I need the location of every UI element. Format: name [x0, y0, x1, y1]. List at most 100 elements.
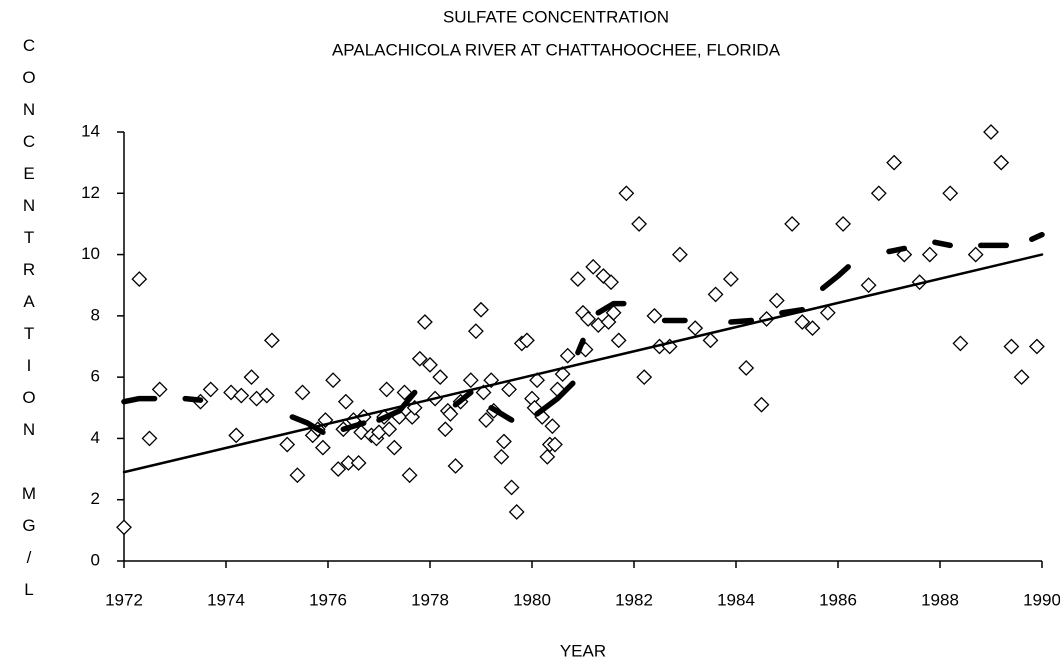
- data-point: [896, 246, 913, 263]
- data-point: [116, 519, 132, 536]
- data-point: [707, 286, 724, 303]
- x-tick-label: 1990: [1023, 590, 1060, 609]
- data-point: [768, 292, 785, 309]
- data-point: [942, 185, 959, 202]
- y-tick-label: 12: [81, 183, 100, 202]
- data-point: [539, 448, 556, 465]
- data-point: [462, 372, 479, 389]
- data-point: [921, 246, 938, 263]
- data-point: [554, 366, 571, 382]
- data-point: [529, 372, 546, 389]
- data-point: [233, 387, 250, 404]
- chart-title: SULFATE CONCENTRATION: [443, 7, 669, 26]
- data-point: [432, 369, 449, 386]
- x-tick-label: 1980: [513, 590, 551, 609]
- data-point: [496, 433, 512, 450]
- data-point: [580, 311, 597, 327]
- data-point: [636, 369, 653, 386]
- data-point: [605, 304, 622, 321]
- y-tick-label: 0: [91, 550, 100, 569]
- y-tick-label: 10: [81, 244, 100, 263]
- data-point: [952, 335, 969, 352]
- data-point: [337, 393, 354, 410]
- y-tick-label: 8: [91, 305, 100, 324]
- data-point: [314, 439, 331, 456]
- data-point: [870, 185, 887, 202]
- data-point: [330, 461, 347, 477]
- y-tick-label: 2: [91, 489, 100, 508]
- data-point: [442, 405, 459, 422]
- data-point: [886, 154, 903, 171]
- data-point: [263, 332, 280, 349]
- data-point: [738, 360, 755, 376]
- data-point: [350, 455, 367, 471]
- data-point: [243, 369, 260, 386]
- data-point: [447, 458, 464, 474]
- data-point: [467, 323, 484, 340]
- data-point: [151, 381, 168, 398]
- data-point: [585, 258, 602, 275]
- y-tick-label: 14: [81, 121, 100, 140]
- data-point: [804, 320, 821, 337]
- data-point: [722, 271, 739, 288]
- data-point: [378, 381, 395, 398]
- y-tick-label: 6: [91, 367, 100, 386]
- data-point: [279, 436, 296, 453]
- data-point: [835, 216, 852, 232]
- data-point: [317, 412, 334, 428]
- data-point: [1003, 338, 1020, 355]
- data-point: [493, 448, 510, 465]
- data-point: [547, 436, 563, 453]
- x-tick-label: 1972: [105, 590, 143, 609]
- data-point: [503, 479, 520, 496]
- data-point: [1028, 338, 1045, 355]
- data-point: [141, 430, 158, 447]
- data-point: [559, 347, 576, 364]
- data-point: [508, 504, 525, 520]
- data-point: [416, 314, 433, 330]
- data-point: [501, 381, 517, 398]
- data-point: [325, 372, 342, 389]
- data-point: [569, 271, 586, 288]
- data-point: [603, 274, 619, 291]
- data-point: [258, 387, 275, 404]
- y-tick-label: 4: [91, 428, 100, 447]
- data-point: [610, 332, 627, 349]
- data-point: [1013, 369, 1030, 386]
- x-tick-label: 1988: [921, 590, 959, 609]
- data-point: [478, 412, 495, 428]
- data-point: [993, 154, 1010, 171]
- data-point: [819, 304, 836, 321]
- data-point: [131, 271, 148, 288]
- data-point: [618, 185, 635, 202]
- data-point: [687, 320, 704, 337]
- x-axis-label: YEAR: [560, 641, 606, 660]
- data-point: [631, 216, 648, 232]
- data-point: [411, 350, 428, 367]
- x-tick-label: 1978: [411, 590, 449, 609]
- data-point: [671, 246, 688, 263]
- data-point: [475, 384, 492, 401]
- x-tick-label: 1982: [615, 590, 653, 609]
- trend-line: [121, 231, 1045, 436]
- data-point: [967, 246, 984, 263]
- data-point: [228, 427, 245, 444]
- data-point: [794, 314, 811, 330]
- data-point: [396, 384, 413, 401]
- data-point: [473, 301, 489, 318]
- data-point: [784, 216, 801, 232]
- data-point: [860, 277, 877, 294]
- data-point: [544, 418, 561, 435]
- data-point: [401, 467, 418, 484]
- data-point: [983, 124, 999, 140]
- data-point: [381, 421, 398, 438]
- data-point: [702, 332, 719, 349]
- x-tick-label: 1974: [207, 590, 245, 609]
- chart-subtitle: APALACHICOLA RIVER AT CHATTAHOOCHEE, FLO…: [332, 40, 781, 59]
- x-tick-label: 1986: [819, 590, 857, 609]
- data-point: [294, 384, 311, 401]
- x-tick-label: 1984: [717, 590, 755, 609]
- x-tick-label: 1976: [309, 590, 347, 609]
- data-point: [437, 421, 454, 438]
